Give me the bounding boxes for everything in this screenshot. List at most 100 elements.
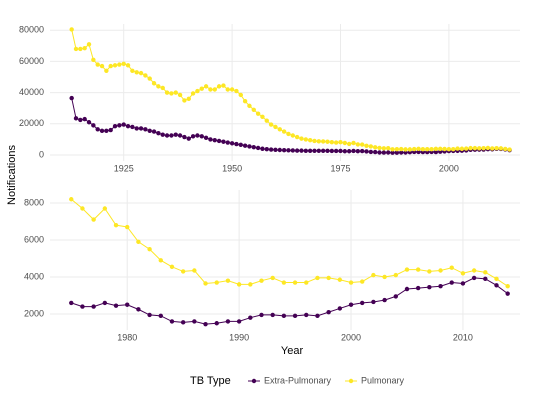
data-point <box>449 280 454 285</box>
data-point <box>316 148 322 153</box>
data-point <box>151 129 157 134</box>
data-point <box>69 95 74 101</box>
data-point <box>372 149 378 155</box>
data-point <box>264 147 269 152</box>
data-point <box>212 137 217 143</box>
data-point <box>333 140 339 145</box>
data-point <box>136 239 141 245</box>
data-point <box>371 272 376 278</box>
data-point <box>108 63 113 69</box>
data-point <box>186 136 191 141</box>
data-point <box>130 124 135 130</box>
data-point <box>234 88 239 94</box>
data-point <box>382 297 387 303</box>
data-point <box>112 63 118 68</box>
data-point <box>381 150 387 155</box>
data-point <box>156 130 161 136</box>
data-point <box>494 276 499 282</box>
data-point <box>91 123 96 128</box>
y-axis-label: Notifications <box>6 145 18 205</box>
data-point <box>348 302 354 307</box>
data-point <box>247 144 252 149</box>
data-point <box>248 282 253 287</box>
data-point <box>86 42 92 47</box>
data-point <box>459 146 465 151</box>
data-point <box>385 146 391 151</box>
data-point <box>242 143 248 148</box>
data-point <box>281 313 287 319</box>
x-tick-label: 1925 <box>114 163 134 173</box>
data-point <box>292 313 298 319</box>
data-point <box>156 84 161 89</box>
data-point <box>164 90 170 95</box>
data-point <box>158 313 163 319</box>
x-tick-label: 1980 <box>117 332 137 342</box>
data-point <box>290 133 296 138</box>
data-point <box>195 133 200 138</box>
data-point <box>494 283 499 288</box>
data-point <box>359 142 365 147</box>
data-point <box>125 302 130 307</box>
data-point <box>281 129 287 134</box>
data-point <box>80 206 85 211</box>
y-tick-label: 0 <box>39 149 44 159</box>
data-point <box>138 126 144 131</box>
data-point <box>82 45 87 51</box>
data-point <box>180 320 186 325</box>
data-point <box>281 280 287 285</box>
data-point <box>360 300 365 306</box>
data-point <box>125 224 130 230</box>
legend-marker <box>251 378 257 384</box>
data-point <box>173 132 178 137</box>
data-point <box>236 319 242 324</box>
data-point <box>192 319 197 324</box>
data-point <box>290 148 296 153</box>
data-point <box>91 304 96 309</box>
data-point <box>438 146 443 152</box>
data-point <box>160 132 165 137</box>
data-point <box>346 141 352 147</box>
data-point <box>364 149 369 154</box>
y-tick-label: 2000 <box>24 308 44 318</box>
data-point <box>216 138 222 144</box>
data-point <box>199 86 204 91</box>
data-point <box>394 147 400 152</box>
data-point <box>351 140 356 146</box>
data-point <box>238 142 243 148</box>
data-point <box>182 98 187 103</box>
data-point <box>348 280 354 285</box>
data-point <box>498 146 504 151</box>
data-point <box>342 140 348 146</box>
data-point <box>490 146 495 151</box>
data-point <box>160 85 165 91</box>
data-point <box>329 140 335 145</box>
x-axis-label: Year <box>281 345 304 357</box>
data-point <box>460 271 466 276</box>
data-point <box>360 279 365 284</box>
data-point <box>203 84 209 89</box>
data-point <box>390 150 395 155</box>
data-point <box>113 222 119 228</box>
data-point <box>169 319 175 324</box>
series-line <box>71 29 510 151</box>
data-point <box>307 148 313 153</box>
data-point <box>102 300 108 306</box>
data-point <box>312 138 317 144</box>
data-point <box>229 87 235 92</box>
series-line <box>70 198 508 287</box>
data-point <box>173 90 178 95</box>
data-point <box>113 303 119 308</box>
data-point <box>372 145 378 150</box>
data-point <box>104 68 109 73</box>
data-point <box>355 148 361 154</box>
data-point <box>99 128 105 134</box>
data-point <box>433 146 439 152</box>
data-point <box>382 274 387 280</box>
data-point <box>416 149 421 155</box>
data-point <box>236 282 242 287</box>
data-point <box>247 103 252 109</box>
data-point <box>404 286 410 292</box>
data-point <box>442 146 447 152</box>
data-point <box>346 149 352 154</box>
data-point <box>86 120 92 125</box>
